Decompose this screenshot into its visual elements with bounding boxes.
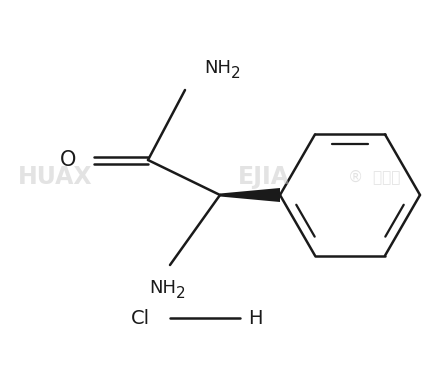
Text: EJIA: EJIA [238, 164, 290, 189]
Text: 2: 2 [176, 287, 186, 301]
Text: NH: NH [150, 279, 176, 297]
Text: Cl: Cl [130, 308, 150, 328]
Text: HUAX: HUAX [18, 164, 92, 189]
Text: ®  化学加: ® 化学加 [348, 169, 400, 184]
Text: H: H [248, 308, 262, 328]
Text: O: O [60, 150, 76, 170]
Text: NH: NH [205, 59, 231, 77]
Text: 2: 2 [231, 67, 241, 81]
Polygon shape [220, 188, 280, 202]
